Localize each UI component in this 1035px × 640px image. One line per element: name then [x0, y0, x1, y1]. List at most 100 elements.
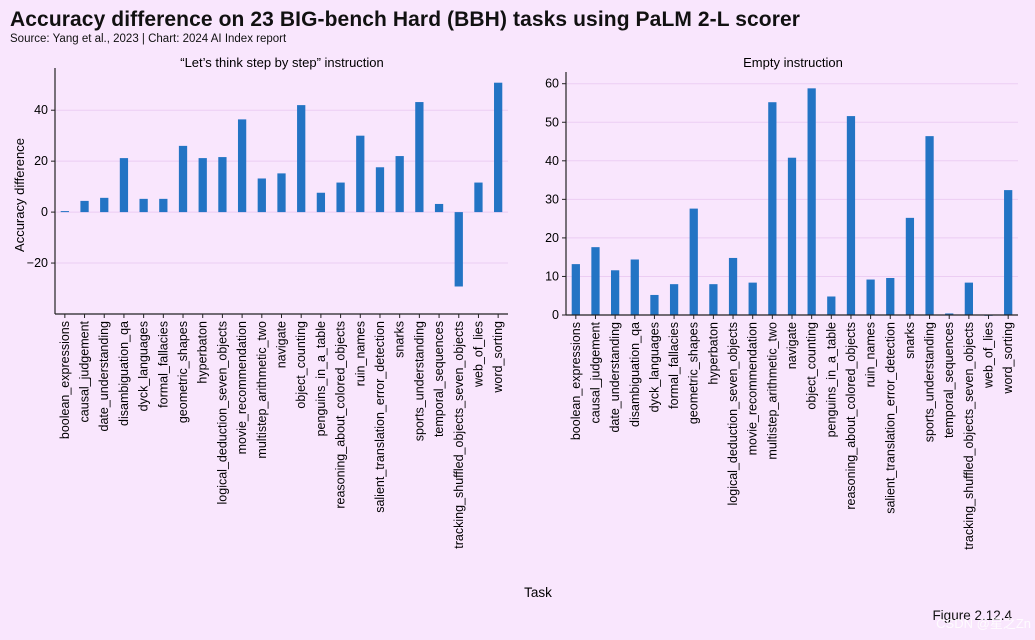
bar-boolean_expressions — [60, 211, 69, 213]
x-tick-label: object_counting — [805, 322, 819, 410]
bar-geometric_shapes — [689, 208, 698, 315]
bar-tracking_shuffled_objects_seven_objects — [454, 212, 463, 287]
figure-label: Figure 2.12.4 — [932, 608, 1012, 623]
x-tick-label: movie_recommendation — [746, 322, 760, 455]
x-tick-label: dyck_languages — [647, 322, 661, 412]
x-tick-label: formal_fallacies — [667, 322, 681, 409]
bar-date_understanding — [611, 270, 620, 315]
y-tick-label: 20 — [34, 154, 48, 168]
x-tick-label: date_understanding — [608, 322, 622, 433]
y-tick-label: 40 — [34, 103, 48, 117]
bar-word_sorting — [494, 82, 503, 213]
x-tick-label: multistep_arithmetic_two — [255, 321, 269, 459]
x-tick-label: penguins_in_a_table — [314, 321, 328, 436]
bar-salient_translation_error_detection — [375, 167, 385, 213]
x-tick-label: hyperbaton — [706, 322, 720, 385]
bar-reasoning_about_colored_objects — [846, 116, 856, 315]
bar-snarks — [905, 217, 915, 315]
bar-dyck_languages — [139, 198, 148, 213]
bar-navigate — [277, 173, 286, 213]
bar-sports_understanding — [415, 102, 424, 213]
chart-title: Accuracy difference on 23 BIG-bench Hard… — [10, 8, 801, 31]
bar-snarks — [395, 156, 404, 213]
y-tick-label: 10 — [545, 269, 559, 283]
bar-formal_fallacies — [159, 198, 168, 213]
x-tick-label: navigate — [785, 322, 799, 369]
bar-movie_recommendation — [237, 119, 247, 213]
bar-salient_translation_error_detection — [886, 277, 895, 315]
bar-ruin_names — [866, 279, 875, 315]
y-tick-label: 40 — [545, 154, 559, 168]
bar-disambiguation_qa — [630, 259, 639, 315]
x-tick-label: object_counting — [294, 321, 308, 409]
y-tick-label: −20 — [27, 256, 48, 270]
bar-web_of_lies — [474, 182, 483, 213]
x-tick-label: reasoning_about_colored_objects — [844, 322, 858, 510]
x-tick-label: hyperbaton — [196, 321, 210, 384]
x-tick-label: movie_recommendation — [235, 321, 249, 454]
x-tick-label: sports_understanding — [412, 321, 426, 441]
bar-dyck_languages — [650, 294, 659, 315]
x-tick-label: ruin_names — [864, 322, 878, 387]
bar-formal_fallacies — [669, 284, 679, 315]
x-tick-label: logical_deduction_seven_objects — [215, 321, 229, 504]
watermark: CSDN @星之Zn — [936, 616, 1031, 631]
x-tick-label: sports_understanding — [923, 322, 937, 442]
y-tick-label: 0 — [41, 205, 48, 219]
bar-reasoning_about_colored_objects — [336, 182, 345, 213]
x-tick-label: web_of_lies — [982, 322, 996, 389]
x-tick-label: snarks — [393, 321, 407, 358]
bar-object_counting — [807, 88, 816, 316]
bar-hyperbaton — [198, 158, 207, 213]
x-tick-label: multistep_arithmetic_two — [765, 322, 779, 460]
bar-word_sorting — [1004, 190, 1013, 315]
x-tick-label: temporal_sequences — [942, 322, 956, 438]
y-tick-label: 30 — [545, 192, 559, 206]
bar-navigate — [787, 157, 797, 315]
x-tick-label: word_sorting — [1001, 322, 1015, 395]
x-axis-label: Task — [524, 585, 552, 600]
x-tick-label: salient_translation_error_detection — [373, 321, 387, 513]
x-tick-label: disambiguation_qa — [117, 321, 131, 426]
bar-temporal_sequences — [945, 313, 954, 315]
x-tick-label: causal_judgement — [78, 320, 92, 422]
bar-causal_judgement — [80, 200, 89, 213]
bar-multistep_arithmetic_two — [768, 102, 777, 315]
x-tick-label: boolean_expressions — [569, 322, 583, 440]
left-panel-step-by-step: “Let’s think step by step” instruction −2… — [12, 55, 508, 549]
x-tick-label: dyck_languages — [137, 321, 151, 411]
x-tick-label: web_of_lies — [471, 321, 485, 388]
x-tick-label: reasoning_about_colored_objects — [334, 321, 348, 509]
bar-object_counting — [297, 105, 306, 213]
y-tick-label: 50 — [545, 115, 559, 129]
y-tick-label: 20 — [545, 231, 559, 245]
bar-hyperbaton — [709, 284, 718, 315]
panel-title: Empty instruction — [743, 55, 843, 70]
x-tick-label: snarks — [903, 322, 917, 359]
x-tick-label: ruin_names — [353, 321, 367, 386]
x-tick-label: disambiguation_qa — [628, 322, 642, 427]
chart-source: Source: Yang et al., 2023 | Chart: 2024 … — [10, 33, 287, 45]
bar-disambiguation_qa — [119, 158, 129, 213]
y-axis-label: Accuracy difference — [12, 138, 27, 252]
x-tick-label: penguins_in_a_table — [824, 322, 838, 437]
bar-date_understanding — [100, 197, 109, 213]
bar-temporal_sequences — [434, 203, 444, 213]
x-tick-label: geometric_shapes — [176, 321, 190, 423]
x-tick-label: boolean_expressions — [58, 321, 72, 439]
x-tick-label: geometric_shapes — [687, 322, 701, 424]
x-tick-label: navigate — [275, 321, 289, 368]
x-tick-label: date_understanding — [97, 321, 111, 432]
bar-boolean_expressions — [571, 264, 580, 315]
x-tick-label: temporal_sequences — [432, 321, 446, 437]
bar-tracking_shuffled_objects_seven_objects — [964, 282, 973, 315]
x-tick-label: salient_translation_error_detection — [883, 322, 897, 514]
bar-logical_deduction_seven_objects — [728, 257, 738, 315]
bar-sports_understanding — [925, 136, 934, 315]
x-tick-label: word_sorting — [491, 321, 505, 394]
bar-geometric_shapes — [178, 145, 188, 213]
bar-causal_judgement — [591, 247, 600, 315]
bar-penguins_in_a_table — [827, 296, 836, 315]
bar-movie_recommendation — [748, 282, 757, 315]
